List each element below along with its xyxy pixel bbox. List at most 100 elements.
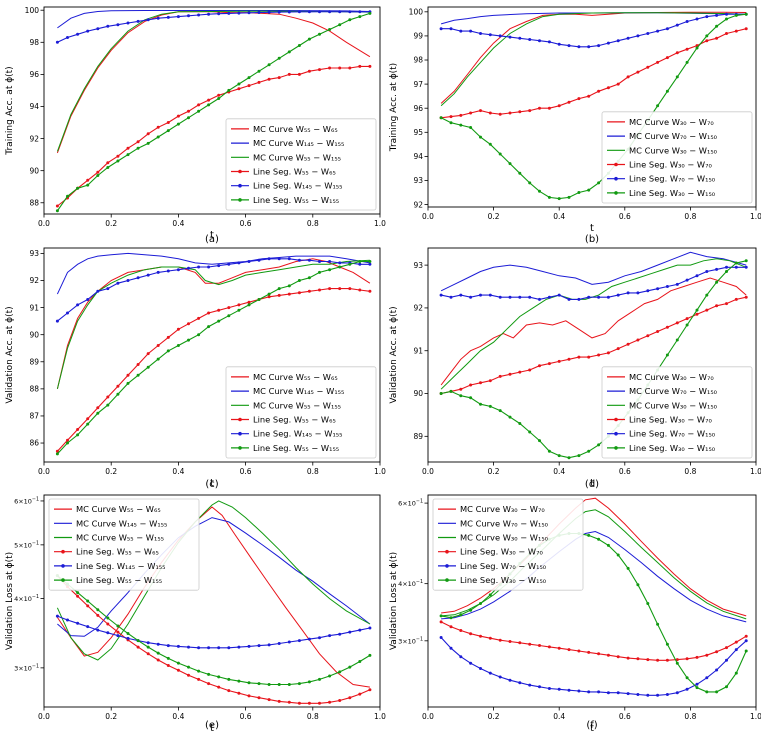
data-point	[338, 670, 342, 674]
data-point	[439, 636, 443, 639]
data-point	[449, 121, 453, 125]
data-point	[469, 126, 473, 129]
data-point	[734, 261, 738, 265]
legend-entry: MC Curve W₁₄₅ − W₁₅₅	[253, 138, 344, 148]
data-point	[479, 109, 482, 113]
data-point	[656, 658, 660, 662]
data-point	[287, 257, 291, 261]
data-point	[146, 18, 150, 22]
data-point	[176, 114, 180, 118]
data-point	[656, 29, 660, 33]
series-line	[440, 296, 747, 395]
data-point	[705, 690, 709, 694]
data-point	[277, 642, 281, 645]
x-tick-label: 0.6	[619, 467, 631, 476]
data-point	[449, 646, 453, 650]
data-point	[348, 665, 352, 669]
series-line	[440, 637, 747, 696]
data-point	[55, 452, 59, 456]
data-point	[725, 646, 728, 650]
data-point	[597, 295, 601, 299]
series-layer	[439, 251, 748, 460]
data-point	[227, 314, 231, 318]
data-point	[675, 338, 679, 342]
data-point	[715, 280, 719, 284]
panel-caption: (e)	[205, 720, 219, 731]
data-point	[166, 664, 170, 667]
data-point	[734, 29, 738, 33]
legend-entry: Line Seg. W₁₄₅ − W₁₅₅	[253, 429, 342, 439]
data-point	[318, 68, 321, 72]
data-point	[695, 686, 699, 690]
legend-marker	[445, 578, 449, 582]
data-point	[597, 537, 601, 541]
data-point	[656, 330, 660, 333]
data-point	[217, 319, 221, 323]
y-tick-label: 91	[413, 346, 423, 355]
data-point	[695, 17, 699, 21]
data-point	[479, 381, 482, 385]
data-point	[76, 433, 80, 437]
data-point	[136, 363, 140, 366]
data-point	[297, 639, 301, 643]
data-point	[307, 69, 311, 73]
data-point	[237, 645, 241, 649]
data-point	[498, 152, 502, 156]
data-point	[557, 646, 561, 650]
data-point	[597, 44, 601, 48]
data-point	[277, 76, 281, 80]
data-point	[277, 10, 281, 14]
series-line	[56, 575, 371, 704]
data-point	[665, 693, 669, 696]
data-point	[247, 644, 251, 648]
data-point	[197, 103, 201, 107]
data-point	[626, 291, 630, 295]
data-point	[217, 675, 221, 679]
legend-marker	[238, 431, 242, 436]
y-tick-label: 5×10−1	[14, 540, 39, 549]
series-line	[57, 258, 370, 322]
data-point	[116, 159, 120, 163]
legend-entry: Line Seg. W₁₄₅ − W₁₅₅	[76, 561, 165, 571]
data-point	[166, 644, 170, 648]
legend-entry: MC Curve W₅₅ − W₁₅₅	[253, 152, 341, 162]
series-line	[441, 28, 747, 119]
x-tick-label: 0.0	[422, 467, 434, 476]
data-point	[287, 72, 291, 76]
series-line	[440, 277, 747, 386]
data-point	[567, 357, 571, 361]
data-point	[547, 40, 551, 44]
data-point	[257, 696, 261, 700]
y-tick-label: 97	[413, 80, 423, 89]
data-point	[348, 66, 352, 70]
data-point	[538, 364, 541, 368]
data-point	[338, 23, 342, 27]
data-point	[715, 36, 719, 40]
series-layer	[55, 500, 372, 705]
data-point	[328, 66, 332, 70]
legend-box	[432, 498, 584, 591]
data-point	[187, 116, 190, 120]
data-point	[318, 636, 321, 640]
data-point	[449, 625, 453, 629]
y-tick-label: 92	[413, 200, 423, 209]
legend-marker	[614, 191, 618, 195]
data-point	[287, 292, 291, 296]
data-point	[665, 56, 669, 60]
data-point	[528, 368, 532, 372]
data-point	[156, 270, 160, 274]
legend-marker	[445, 549, 449, 554]
data-point	[297, 291, 301, 295]
data-point	[187, 109, 190, 113]
y-tick-label: 95	[413, 128, 423, 137]
y-tick-label: 96	[29, 70, 39, 79]
data-point	[508, 415, 512, 419]
data-point	[328, 674, 332, 678]
data-point	[488, 404, 492, 408]
legend-entry: MC Curve W₃₀ − W₁₅₀	[629, 145, 718, 155]
data-point	[136, 639, 140, 643]
x-tick-label: 1.0	[750, 712, 761, 721]
legend: MC Curve W₅₅ − W₆₅ MC Curve W₁₄₅ − W₁₅₅ MC…	[225, 366, 377, 459]
data-point	[76, 186, 80, 190]
data-point	[247, 84, 251, 88]
